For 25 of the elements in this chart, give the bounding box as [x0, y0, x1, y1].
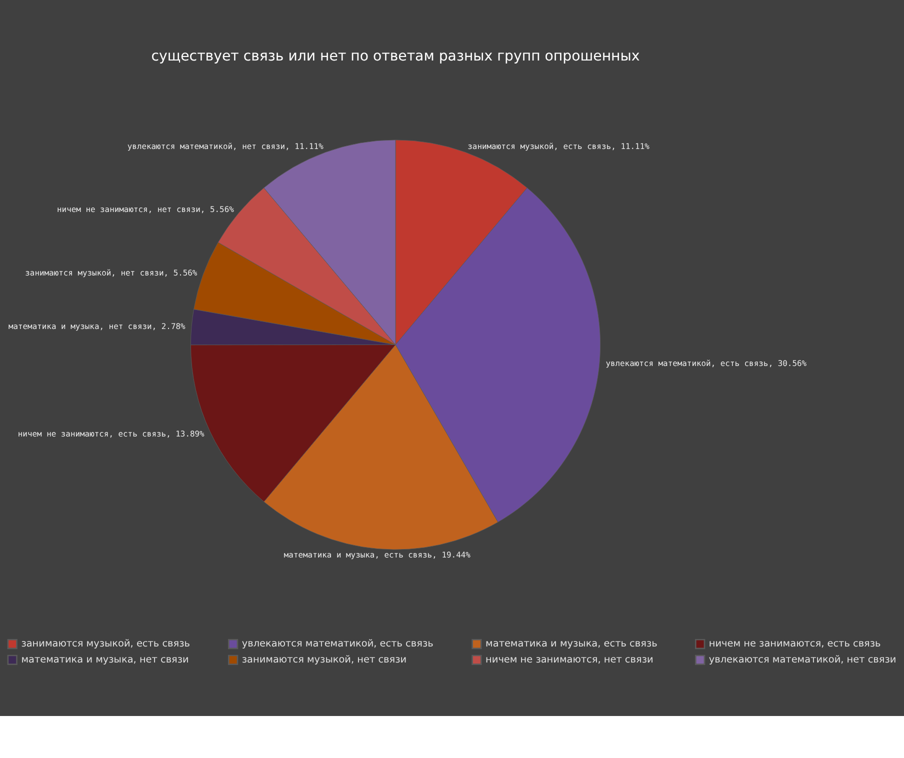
slice-label: занимаются музыкой, нет связи — [25, 268, 164, 278]
chart-title: существует связь или нет по ответам разных групп опрошенных — [151, 48, 640, 64]
slice-label: математика и музыка, есть связь — [284, 550, 432, 560]
data-label: , 19.44% — [432, 550, 471, 560]
data-label: , 5.56% — [164, 268, 198, 278]
legend-label: ничем не занимаются, нет связи — [486, 654, 654, 666]
data-label: , 11.11% — [611, 142, 650, 152]
slice-label: ничем не занимаются, нет связи — [57, 204, 201, 214]
legend-label: увлекаются математикой, нет связи — [708, 654, 896, 666]
legend-label: математика и музыка, есть связь — [486, 638, 658, 650]
slice-label: увлекаются математикой, нет связи — [127, 142, 286, 152]
slice-label: ничем не занимаются, есть связь — [18, 430, 166, 439]
legend-label: математика и музыка, нет связи — [21, 654, 189, 666]
legend-label: занимаются музыкой, есть связь — [21, 638, 190, 650]
data-label: , 5.56% — [200, 204, 234, 214]
data-label: , 2.78% — [152, 322, 186, 332]
legend-label: увлекаются математикой, есть связь — [242, 638, 434, 650]
slice-label: математика и музыка, нет связи — [8, 322, 152, 332]
legend-label: занимаются музыкой, нет связи — [242, 654, 407, 666]
slice-label: увлекаются математикой, есть связь — [606, 358, 768, 368]
legend-label: ничем не занимаются, есть связь — [708, 638, 882, 650]
data-label: , 30.56% — [768, 358, 807, 368]
data-label: , 13.89% — [166, 430, 205, 439]
slice-label: занимаются музыкой, есть связь — [468, 142, 612, 152]
data-label: , 11.11% — [285, 142, 324, 152]
